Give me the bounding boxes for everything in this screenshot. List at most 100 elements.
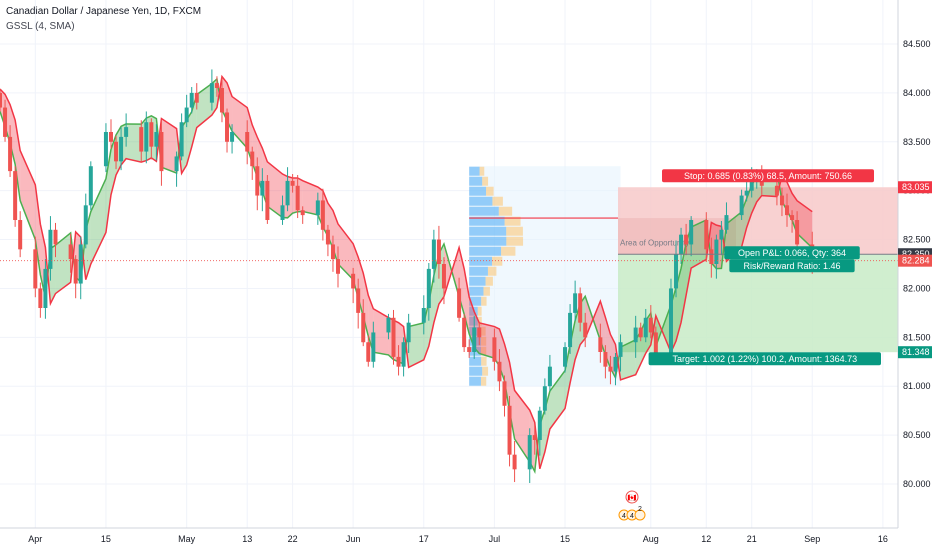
symbol-legend[interactable]: Canadian Dollar / Japanese Yen, 1D, FXCM [6, 6, 201, 17]
candle-body[interactable] [709, 249, 713, 264]
candle-body[interactable] [568, 313, 572, 347]
candle-body[interactable] [48, 230, 52, 269]
candle-body[interactable] [634, 328, 638, 343]
candle-body[interactable] [43, 269, 47, 308]
candle-body[interactable] [386, 318, 390, 333]
candle-body[interactable] [230, 132, 234, 142]
candle-body[interactable] [502, 381, 506, 405]
candle-body[interactable] [467, 347, 471, 352]
indicator-legend[interactable]: GSSL (4, SMA) [6, 21, 75, 32]
candle-body[interactable] [8, 137, 12, 171]
candle-body[interactable] [84, 205, 88, 244]
candle-body[interactable] [371, 332, 375, 361]
candle-body[interactable] [104, 132, 108, 166]
candle-body[interactable] [144, 122, 148, 151]
candle-body[interactable] [477, 328, 481, 338]
candle-body[interactable] [427, 269, 431, 308]
candle-body[interactable] [780, 196, 784, 206]
candle-body[interactable] [603, 352, 607, 367]
candle-body[interactable] [492, 337, 496, 361]
candle-body[interactable] [326, 230, 330, 245]
candle-body[interactable] [689, 220, 693, 244]
candle-body[interactable] [598, 337, 602, 352]
candle-body[interactable] [109, 132, 113, 142]
candle-body[interactable] [361, 313, 365, 342]
candle-body[interactable] [3, 108, 7, 137]
candle-body[interactable] [351, 274, 355, 289]
candle-body[interactable] [649, 318, 653, 333]
price-axis[interactable] [898, 0, 932, 550]
candle-body[interactable] [69, 244, 73, 259]
candle-body[interactable] [74, 259, 78, 283]
candle-body[interactable] [255, 166, 259, 195]
candle-body[interactable] [119, 137, 123, 161]
candle-body[interactable] [38, 288, 42, 308]
candle-body[interactable] [619, 342, 623, 357]
candle-body[interactable] [149, 122, 153, 146]
candle-body[interactable] [795, 220, 799, 244]
candle-body[interactable] [613, 357, 617, 372]
candle-body[interactable] [750, 181, 754, 191]
candle-body[interactable] [260, 181, 264, 196]
candle-body[interactable] [18, 220, 22, 249]
candle-body[interactable] [513, 455, 517, 470]
candle-body[interactable] [548, 367, 552, 387]
candle-body[interactable] [281, 205, 285, 220]
candle-body[interactable] [674, 254, 678, 288]
candle-body[interactable] [508, 406, 512, 455]
candle-body[interactable] [301, 210, 305, 215]
candle-body[interactable] [578, 293, 582, 322]
candle-body[interactable] [442, 264, 446, 288]
candle-body[interactable] [639, 328, 643, 338]
candle-body[interactable] [644, 318, 648, 338]
candle-body[interactable] [13, 171, 17, 220]
candle-body[interactable] [185, 108, 189, 123]
candle-body[interactable] [704, 220, 708, 249]
candle-body[interactable] [462, 318, 466, 347]
candle-body[interactable] [286, 181, 290, 205]
candle-body[interactable] [0, 93, 2, 108]
candle-body[interactable] [407, 323, 411, 343]
candle-body[interactable] [745, 191, 749, 196]
candle-body[interactable] [89, 166, 93, 205]
candle-body[interactable] [724, 215, 728, 230]
candle-body[interactable] [402, 342, 406, 366]
candle-body[interactable] [139, 127, 143, 151]
candle-body[interactable] [245, 132, 249, 152]
candle-body[interactable] [175, 156, 179, 171]
candle-body[interactable] [366, 342, 370, 362]
candle-body[interactable] [190, 93, 194, 108]
candle-body[interactable] [785, 205, 789, 215]
candle-body[interactable] [608, 367, 612, 372]
candle-body[interactable] [210, 83, 214, 103]
candle-body[interactable] [296, 186, 300, 210]
candle-body[interactable] [154, 132, 158, 147]
candle-body[interactable] [321, 200, 325, 229]
candle-body[interactable] [422, 308, 426, 323]
candle-body[interactable] [497, 362, 501, 382]
candle-body[interactable] [356, 288, 360, 312]
candle-body[interactable] [397, 357, 401, 367]
candle-body[interactable] [684, 235, 688, 245]
candle-body[interactable] [472, 328, 476, 352]
candle-body[interactable] [669, 288, 673, 356]
candle-body[interactable] [336, 259, 340, 274]
candle-body[interactable] [195, 93, 199, 103]
candle-body[interactable] [543, 386, 547, 410]
candle-body[interactable] [33, 249, 37, 288]
candle-body[interactable] [114, 142, 118, 162]
candle-body[interactable] [79, 244, 83, 283]
candle-body[interactable] [775, 186, 779, 196]
candle-body[interactable] [220, 88, 224, 112]
candle-body[interactable] [679, 235, 683, 255]
candle-body[interactable] [740, 196, 744, 216]
candle-body[interactable] [719, 230, 723, 240]
candle-body[interactable] [159, 132, 163, 171]
candle-body[interactable] [291, 181, 295, 186]
candle-body[interactable] [331, 244, 335, 259]
candle-body[interactable] [392, 318, 396, 357]
candle-body[interactable] [457, 288, 461, 317]
candle-body[interactable] [124, 127, 128, 137]
candle-body[interactable] [573, 293, 577, 313]
